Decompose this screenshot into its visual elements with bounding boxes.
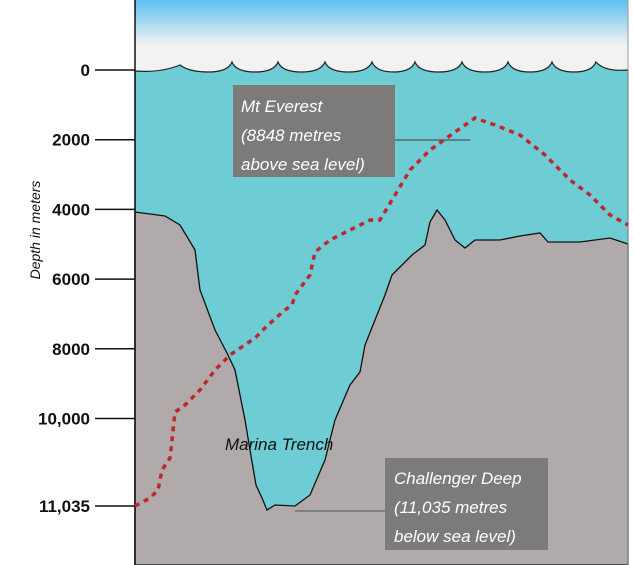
tick-label: 11,035 xyxy=(39,497,90,516)
y-axis-label: Depth in meters xyxy=(27,181,43,280)
everest-outline xyxy=(134,116,629,508)
tick-label: 2000 xyxy=(52,131,90,150)
everest-label-line1: Mt Everest xyxy=(241,97,324,116)
everest-label-line3: above sea level) xyxy=(241,155,365,174)
challenger-label-line2: (11,035 metres xyxy=(394,498,508,517)
challenger-label-box xyxy=(385,458,548,550)
everest-label-line2: (8848 metres xyxy=(241,126,342,145)
trench-label: Marina Trench xyxy=(225,435,333,454)
tick-label: 6000 xyxy=(52,270,90,289)
tick-label: 8000 xyxy=(52,340,90,359)
everest-label-box xyxy=(233,85,395,177)
challenger-label-line1: Challenger Deep xyxy=(394,469,522,488)
tick-label: 10,000 xyxy=(38,410,90,429)
sky xyxy=(135,0,628,75)
tick-label: 0 xyxy=(81,61,90,80)
tick-label: 4000 xyxy=(52,200,90,219)
challenger-label-line3: below sea level) xyxy=(394,527,516,546)
